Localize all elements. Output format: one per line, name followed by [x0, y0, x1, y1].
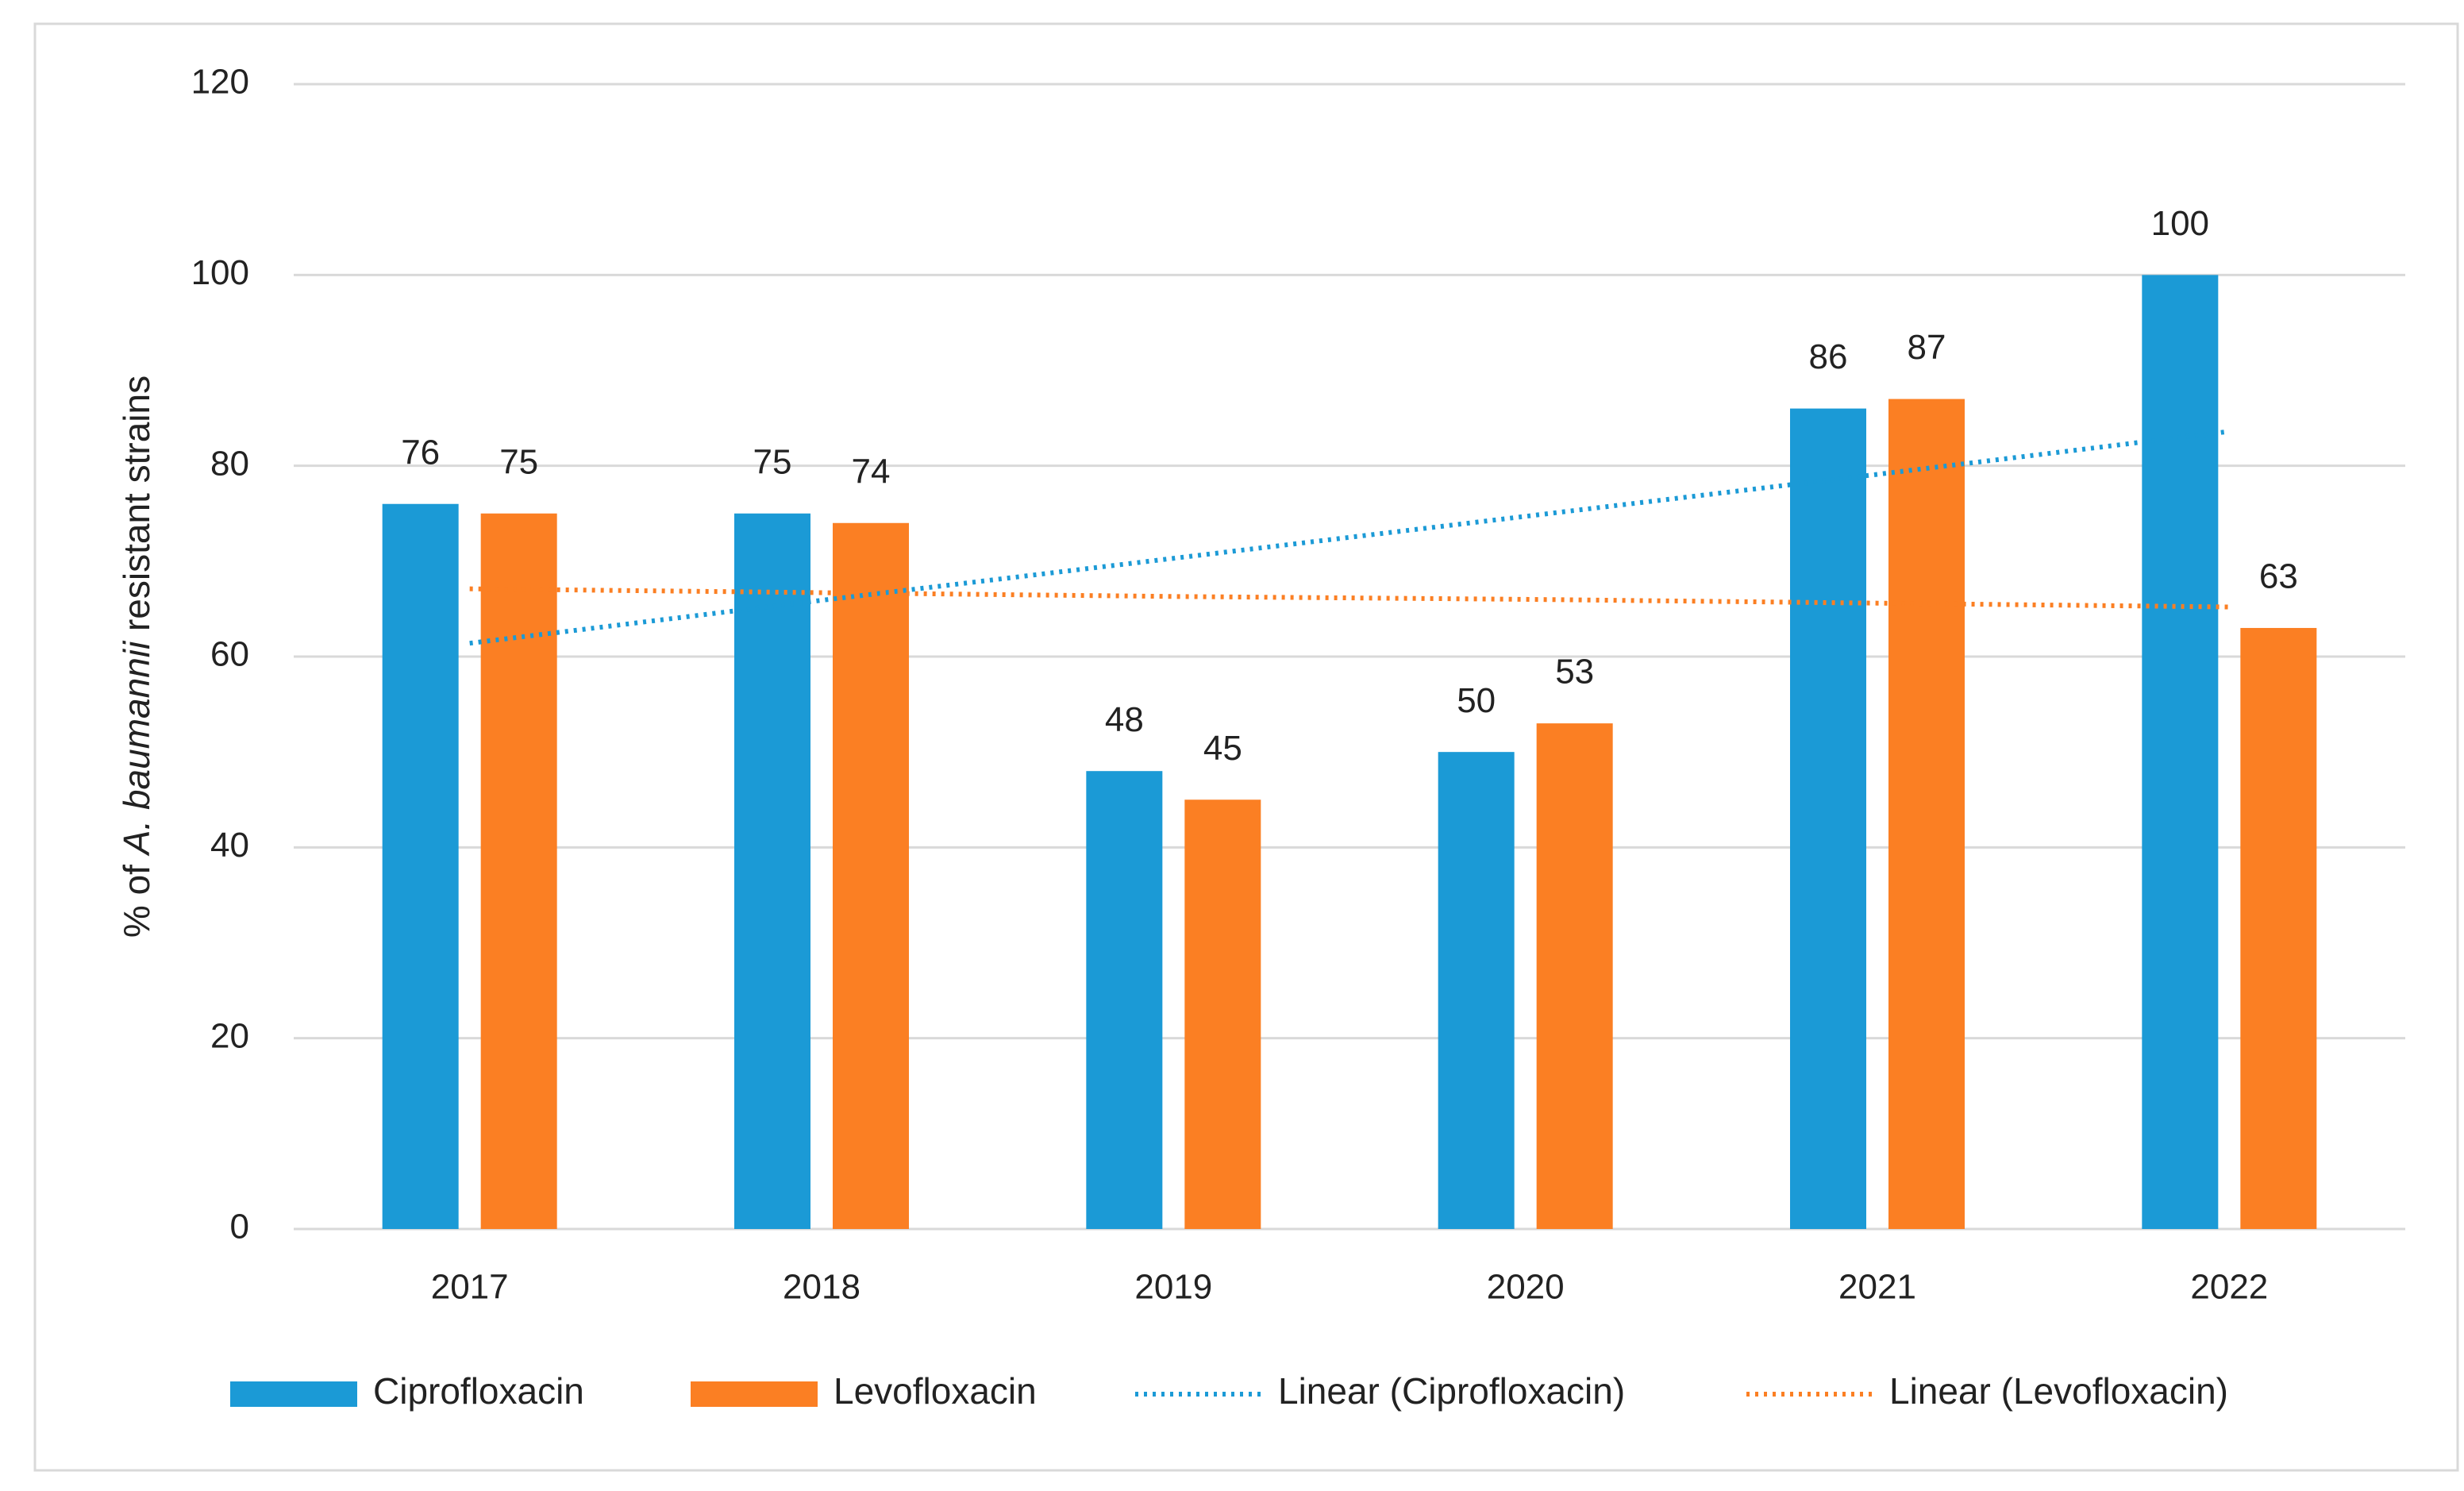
x-tick-label: 2017: [431, 1268, 509, 1307]
y-axis-label-part: A. baumannii: [116, 640, 157, 857]
data-label: 75: [753, 442, 792, 481]
bar: [1086, 771, 1163, 1229]
bar: [1184, 799, 1261, 1229]
y-tick-label: 40: [210, 826, 249, 865]
bar: [382, 503, 459, 1229]
bar: [734, 513, 810, 1229]
bar: [1888, 399, 1965, 1229]
x-tick-label: 2022: [2190, 1268, 2268, 1307]
x-tick-label: 2020: [1487, 1268, 1565, 1307]
y-axis-label: % of A. baumannii resistant strains: [116, 376, 157, 938]
data-label: 86: [1809, 337, 1848, 376]
bar: [1790, 408, 1866, 1229]
data-label: 48: [1105, 700, 1144, 739]
data-label: 50: [1457, 681, 1496, 720]
data-label: 75: [499, 442, 538, 481]
bar: [2142, 275, 2219, 1229]
bar: [480, 513, 557, 1229]
bar: [833, 522, 909, 1229]
legend-swatch: [230, 1381, 357, 1407]
data-label: 74: [852, 452, 891, 491]
y-axis-label-part: resistant strains: [116, 376, 157, 641]
y-tick-label: 20: [210, 1016, 249, 1055]
data-label: 100: [2151, 204, 2209, 243]
legend-swatch: [691, 1381, 818, 1407]
legend-label: Ciprofloxacin: [373, 1370, 584, 1412]
bar: [1438, 752, 1515, 1229]
x-tick-label: 2019: [1134, 1268, 1212, 1307]
data-label: 63: [2259, 557, 2298, 596]
bar: [1536, 723, 1613, 1229]
trendline: [469, 429, 2230, 646]
data-label: 45: [1203, 729, 1242, 768]
x-tick-label: 2021: [1838, 1268, 1916, 1307]
y-tick-label: 80: [210, 444, 249, 483]
data-label: 76: [401, 433, 440, 472]
y-tick-label: 100: [191, 253, 249, 292]
y-tick-label: 0: [230, 1208, 249, 1246]
legend-label: Linear (Levofloxacin): [1889, 1370, 2228, 1412]
data-label: 87: [1908, 328, 1946, 367]
legend-label: Linear (Ciprofloxacin): [1278, 1370, 1625, 1412]
y-tick-label: 120: [191, 63, 249, 102]
y-tick-label: 60: [210, 635, 249, 674]
data-label: 53: [1555, 653, 1594, 692]
legend-label: Levofloxacin: [834, 1370, 1037, 1412]
bar: [2240, 627, 2317, 1229]
y-axis-label-part: % of: [116, 854, 157, 938]
x-tick-label: 2018: [783, 1268, 860, 1307]
